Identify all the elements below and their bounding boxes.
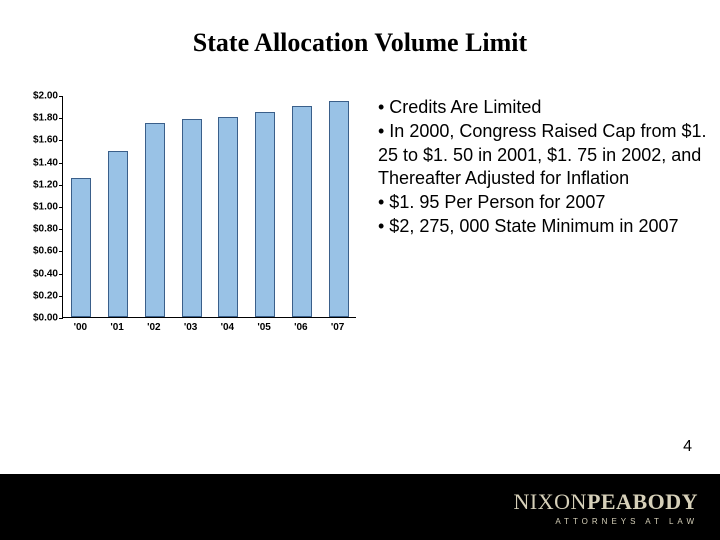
y-tick-label: $1.20 [33,179,58,190]
bullet-item: • $1. 95 Per Person for 2007 [378,191,708,215]
y-tick-label: $0.00 [33,313,58,324]
x-tick-label: '03 [184,322,198,333]
bar-chart: $0.00 $0.20 $0.40 $0.60 $0.80 $1.00 $1.20 $1.40… [18,96,366,346]
bullet-item: • $2, 275, 000 State Minimum in 2007 [378,215,708,239]
bullet-item: • In 2000, Congress Raised Cap from $1. … [378,120,708,191]
y-tick-label: $0.60 [33,246,58,257]
x-tick-label: '07 [331,322,345,333]
y-tick-label: $1.40 [33,157,58,168]
content-row: $0.00 $0.20 $0.40 $0.60 $0.80 $1.00 $1.20 $1.40… [18,96,708,346]
logo-sub: ATTORNEYS AT LAW [514,517,698,526]
footer-bar: NIXONPEABODY ATTORNEYS AT LAW [0,474,720,540]
bar [145,123,165,317]
x-tick-label: '01 [110,322,124,333]
y-tick-label: $1.00 [33,202,58,213]
logo-text-regular: NIXON [514,489,587,514]
x-tick-label: '04 [221,322,235,333]
y-tick [59,163,63,164]
slide-title: State Allocation Volume Limit [0,28,720,58]
y-tick [59,185,63,186]
bar [218,117,238,317]
y-tick [59,118,63,119]
y-tick-label: $0.80 [33,224,58,235]
y-tick-label: $0.40 [33,268,58,279]
bullet-item: • Credits Are Limited [378,96,708,120]
text-column: • Credits Are Limited• In 2000, Congress… [368,96,708,346]
y-tick [59,207,63,208]
y-tick [59,274,63,275]
y-tick [59,140,63,141]
y-tick-label: $0.20 [33,290,58,301]
bar [255,112,275,317]
slide: State Allocation Volume Limit $0.00 $0.20… [0,0,720,540]
logo-text-bold: PEABODY [587,489,698,514]
y-tick [59,229,63,230]
page-number: 4 [683,438,692,456]
y-axis-labels: $0.00$0.20$0.40$0.60$0.80$1.00$1.20$1.40… [18,96,60,318]
bullet-list: • Credits Are Limited• In 2000, Congress… [378,96,708,239]
logo-main: NIXONPEABODY [514,489,698,515]
y-tick [59,296,63,297]
y-tick [59,318,63,319]
y-tick-label: $1.60 [33,135,58,146]
x-tick-label: '02 [147,322,161,333]
x-tick-label: '00 [74,322,88,333]
x-tick-label: '06 [294,322,308,333]
chart-column: $0.00 $0.20 $0.40 $0.60 $0.80 $1.00 $1.20 $1.40… [18,96,368,346]
bar [182,119,202,317]
plot-area [62,96,356,318]
bar [108,151,128,318]
y-tick [59,96,63,97]
y-tick-label: $2.00 [33,91,58,102]
bar [292,106,312,317]
footer-logo: NIXONPEABODY ATTORNEYS AT LAW [514,489,698,526]
y-tick-label: $1.80 [33,113,58,124]
bar [71,178,91,317]
x-axis-labels: '00 '01 '02 '03 '04 '05 '06 '07 [62,322,356,340]
bar [329,101,349,317]
x-tick-label: '05 [257,322,271,333]
y-tick [59,251,63,252]
